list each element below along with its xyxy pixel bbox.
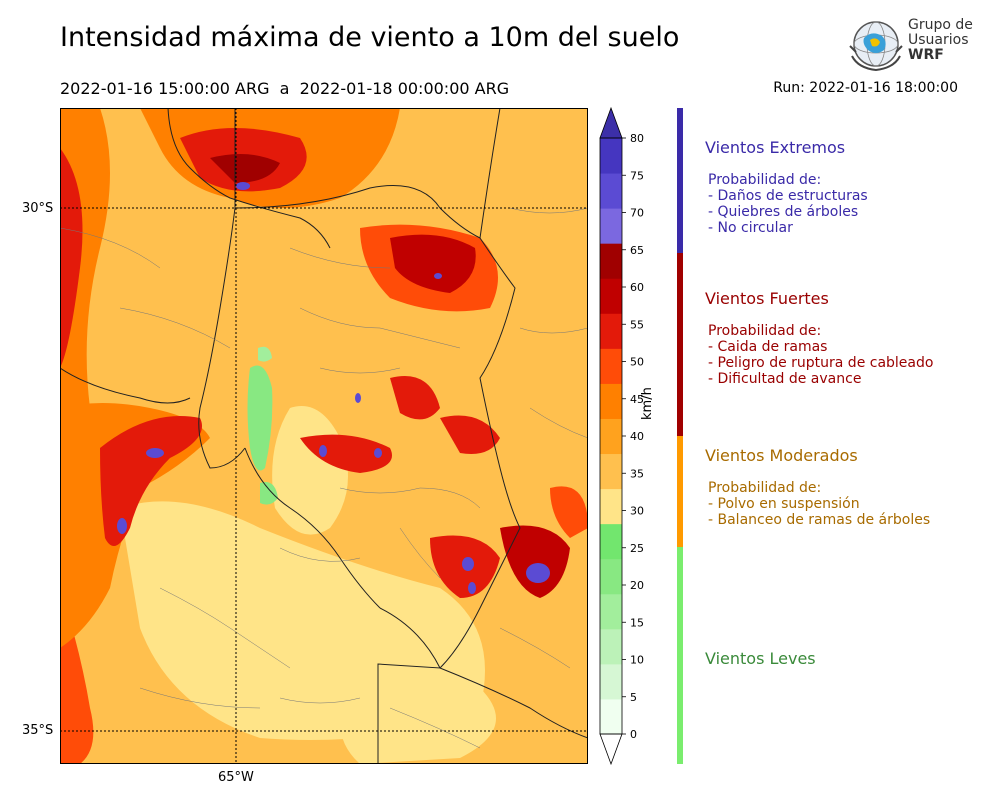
colorbar-segment — [600, 488, 622, 525]
colorbar-tick-label: 5 — [630, 691, 637, 704]
colorbar-segment — [600, 278, 622, 314]
colorbar-segment — [600, 208, 622, 244]
wind-field-extreme — [355, 393, 361, 403]
wind-field-strong — [500, 525, 570, 598]
department-borders — [60, 207, 588, 749]
colorbar-segment — [600, 313, 622, 349]
wind-field-calm — [247, 365, 273, 471]
wind-field-strong — [300, 434, 392, 473]
colorbar-segment — [600, 593, 622, 630]
wind-field-strong — [60, 148, 83, 368]
colorbar-tick-label: 70 — [630, 207, 644, 220]
colorbar-tick-label: 40 — [630, 430, 644, 443]
colorbar-segment — [600, 138, 622, 174]
colorbar-tick-label: 10 — [630, 654, 644, 667]
wind-field-strong — [440, 415, 500, 454]
colorbar-segment — [600, 173, 622, 209]
wind-field-extreme — [374, 448, 382, 458]
lon-label-65w: 65°W — [218, 770, 254, 785]
wind-field-strong — [390, 234, 476, 293]
colorbar-segment — [600, 558, 622, 595]
legend-bar-strong — [677, 253, 683, 436]
category-title-light: Vientos Leves — [705, 649, 816, 668]
wind-field-low — [340, 665, 496, 764]
wind-map — [60, 108, 588, 764]
colorbar-tick-label: 20 — [630, 579, 644, 592]
wind-field-extreme — [434, 273, 442, 279]
wind-field-extreme — [462, 557, 474, 571]
colorbar-segment — [600, 243, 622, 279]
wind-field-extreme — [319, 445, 327, 457]
wind-field-extreme — [236, 182, 250, 190]
valid-period: 2022-01-16 15:00:00 ARG a 2022-01-18 00:… — [60, 79, 510, 98]
colorbar-segment — [600, 628, 622, 665]
province-borders — [60, 108, 588, 764]
category-title-extreme: Vientos Extremos — [705, 138, 846, 157]
wind-field-extreme — [526, 563, 550, 583]
wind-field-extreme — [117, 518, 127, 534]
colorbar-tick-label: 35 — [630, 467, 644, 480]
globe-icon — [849, 21, 903, 72]
category-desc-moderate: Probabilidad de: - Polvo en suspensión -… — [708, 480, 931, 528]
wind-field-extreme — [468, 582, 476, 594]
map-title: Intensidad máxima de viento a 10m del su… — [60, 22, 680, 53]
colorbar-segment — [600, 348, 622, 384]
colorbar-tick-label: 0 — [630, 728, 637, 741]
lat-label-30s: 30°S — [22, 201, 54, 216]
wind-field-strong — [100, 416, 202, 546]
colorbar-segment — [600, 663, 622, 700]
colorbar-max-arrow — [599, 106, 623, 139]
wind-field-calm — [260, 482, 278, 505]
colorbar-unit: km/h — [640, 387, 655, 420]
colorbar-tick-label: 50 — [630, 356, 644, 369]
legend-bar-extreme — [677, 108, 683, 253]
colorbar-tick-label: 55 — [630, 318, 644, 331]
colorbar: 0 5 10 15 20 25 30 35 40 45 50 55 60 65 70 75 80 — [599, 106, 644, 766]
wrf-logo: Grupo de Usuarios WRF — [848, 16, 973, 74]
colorbar-tick-label: 15 — [630, 616, 644, 629]
colorbar-segment — [600, 453, 622, 490]
graticule — [60, 108, 588, 764]
colorbar-tick-label: 30 — [630, 505, 644, 518]
legend-bar-moderate — [677, 436, 683, 547]
logo-text: Grupo de Usuarios WRF — [908, 17, 973, 63]
wind-field-extreme — [146, 448, 164, 458]
run-time: Run: 2022-01-16 18:00:00 — [773, 80, 958, 96]
colorbar-segment — [600, 698, 622, 735]
wind-field-strong — [60, 403, 210, 648]
colorbar-tick-label: 45 — [630, 393, 644, 406]
map-frame — [60, 108, 588, 764]
category-title-strong: Vientos Fuertes — [705, 289, 829, 308]
colorbar-segment — [600, 523, 622, 560]
colorbar-tick-label: 80 — [630, 132, 644, 145]
colorbar-tick-label: 25 — [630, 542, 644, 555]
wind-field-calm — [258, 346, 272, 362]
colorbar-segment — [600, 383, 622, 419]
colorbar-tick-label: 60 — [630, 281, 644, 294]
colorbar-tick-label: 75 — [630, 169, 644, 182]
category-desc-strong: Probabilidad de: - Caida de ramas - Peli… — [708, 323, 934, 387]
colorbar-segment — [600, 418, 622, 455]
colorbar-tick-label: 65 — [630, 244, 644, 257]
category-desc-extreme: Probabilidad de: - Daños de estructuras … — [708, 172, 868, 236]
legend-bar-light — [677, 547, 683, 764]
colorbar-min-arrow — [599, 733, 623, 766]
wind-field-strong — [550, 486, 588, 538]
wind-field-strong — [210, 154, 280, 183]
lat-label-35s: 35°S — [22, 723, 54, 738]
category-title-moderate: Vientos Moderados — [705, 446, 858, 465]
wind-field-strong — [390, 376, 440, 420]
